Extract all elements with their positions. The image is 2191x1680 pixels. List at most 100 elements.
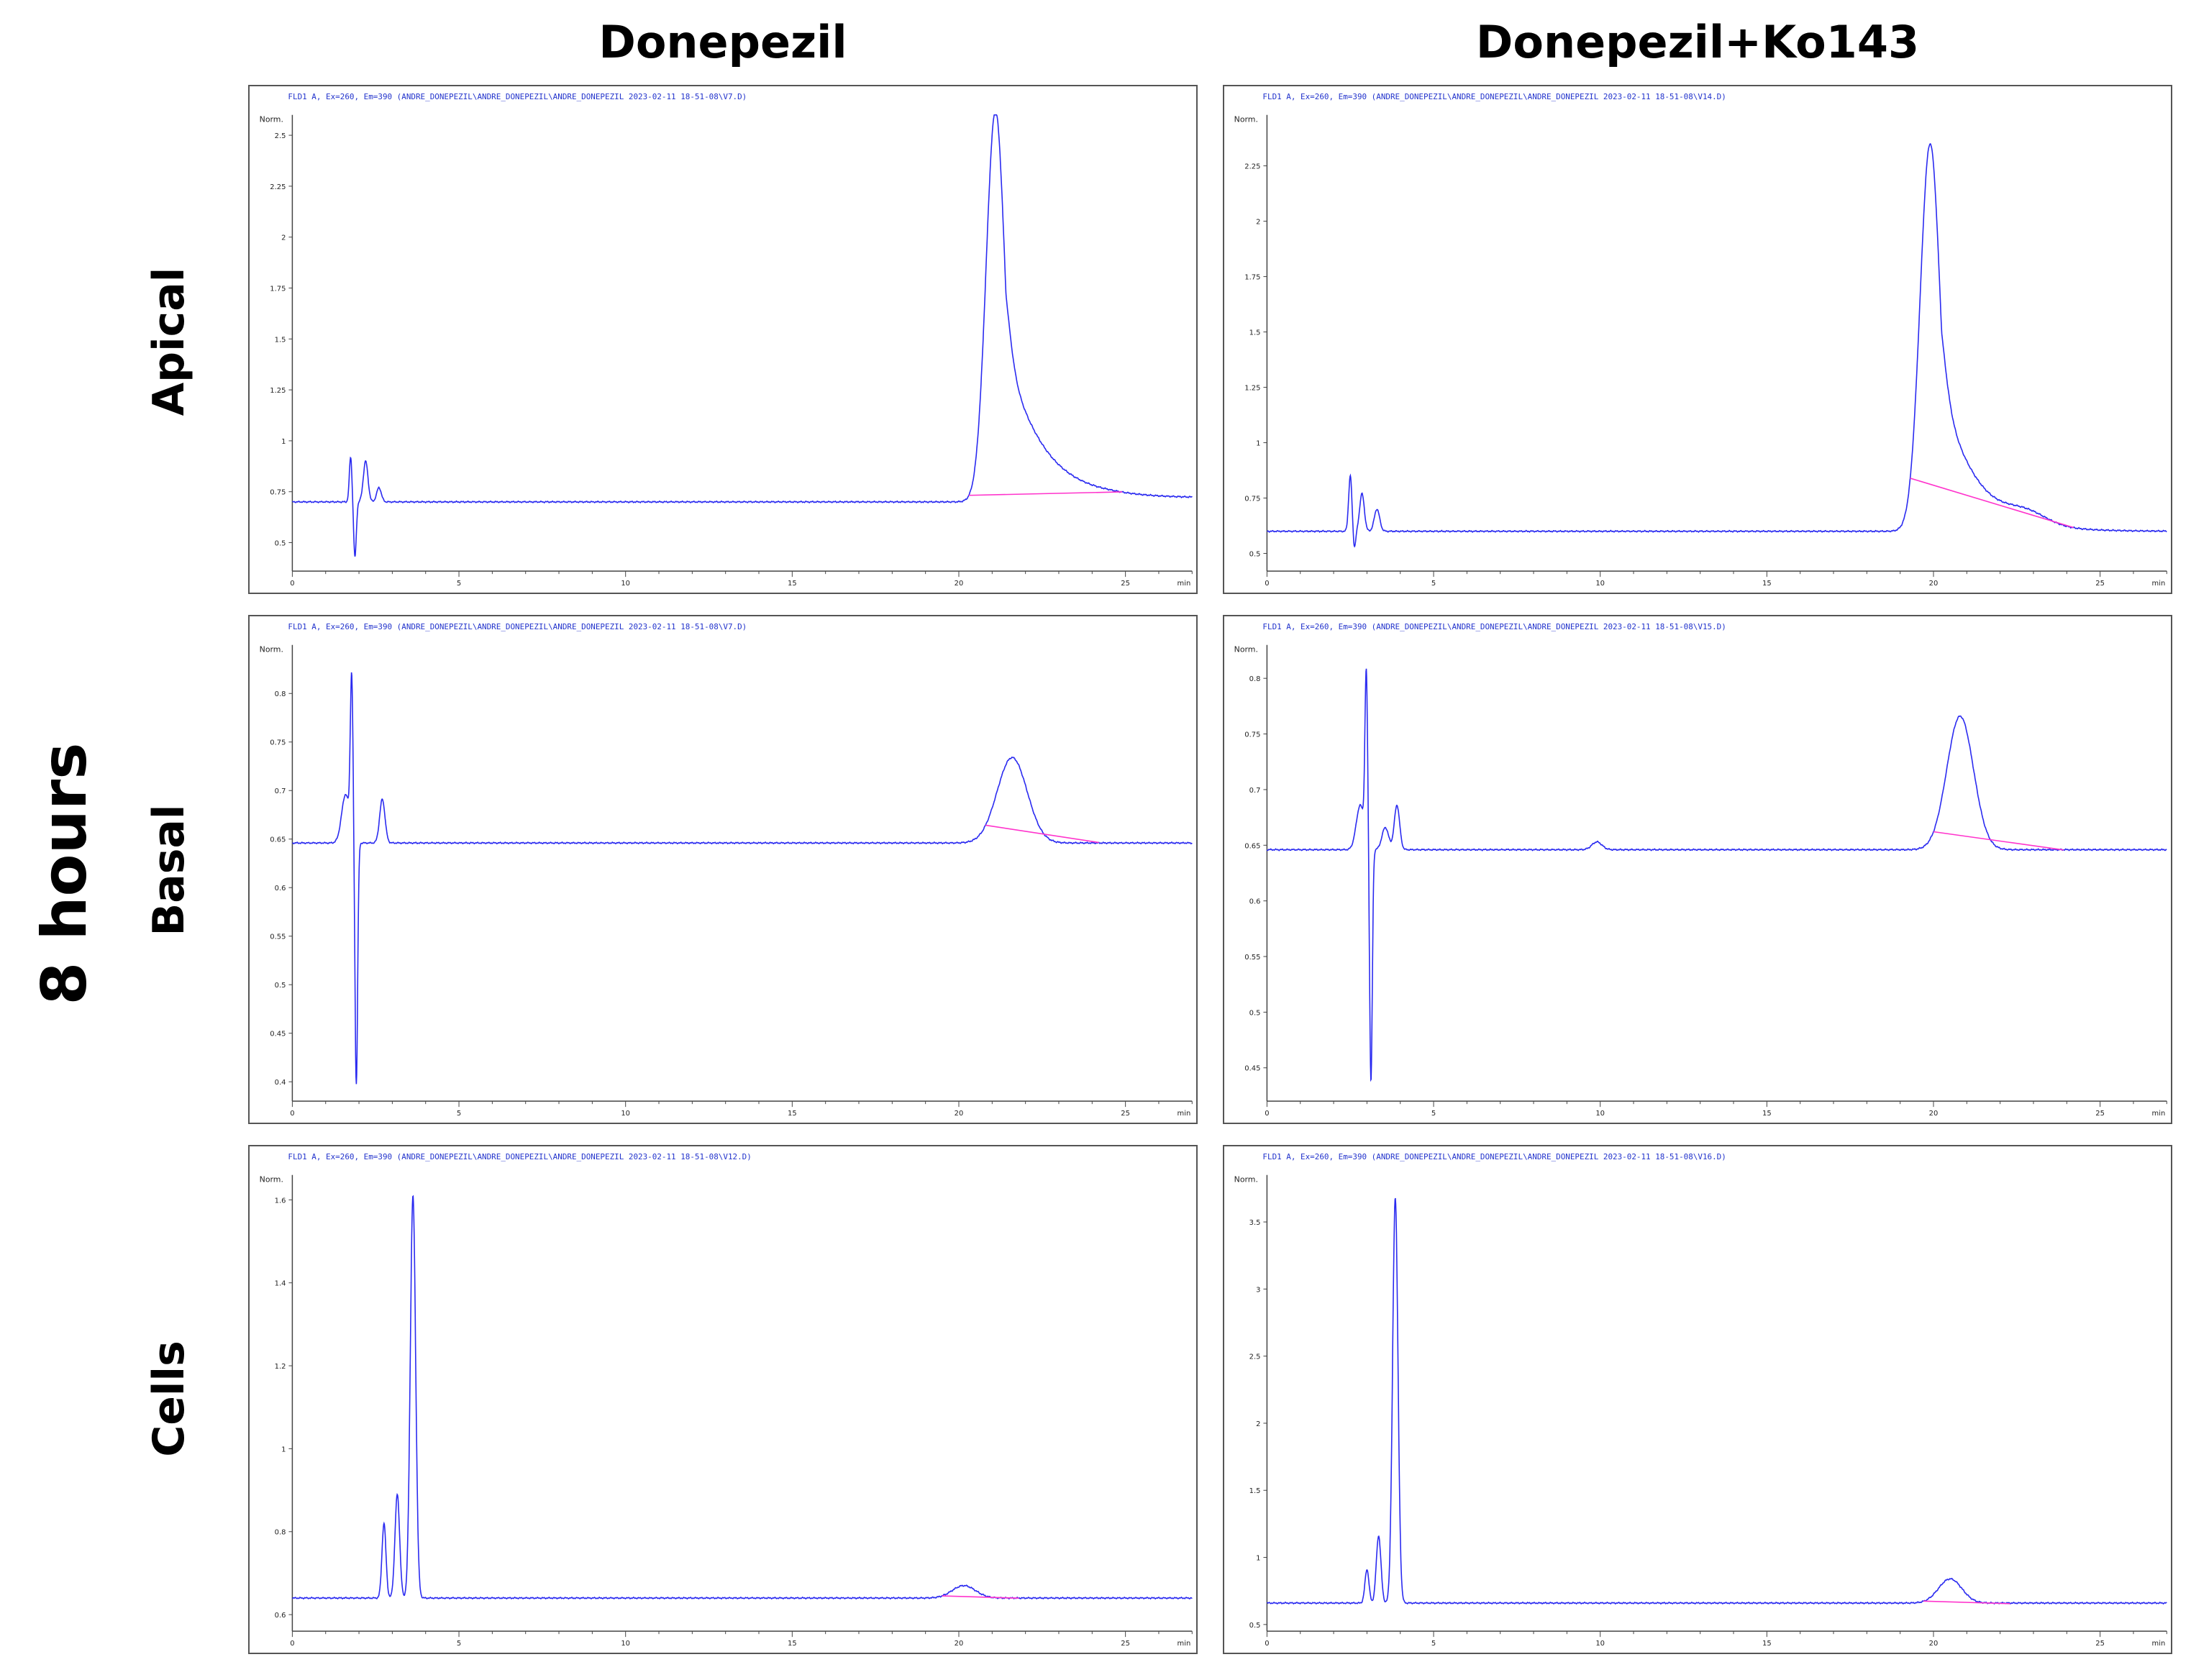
y-tick-label: 0.5 (1249, 551, 1261, 559)
x-tick-label: 25 (1121, 1110, 1130, 1118)
y-tick-label: 1 (281, 1446, 286, 1453)
chromatogram-svg: FLD1 A, Ex=260, Em=390 (ANDRE_DONEPEZIL\… (260, 1152, 1193, 1648)
y-tick-label: 0.45 (270, 1031, 286, 1038)
row-label-apical: Apical (144, 267, 194, 416)
y-tick-label: 2 (1256, 219, 1260, 227)
y-tick-label: 0.6 (275, 1612, 286, 1620)
chromatogram-trace (1266, 1197, 2167, 1605)
x-tick-label: 25 (2095, 1640, 2105, 1648)
y-tick-label: 0.5 (1249, 1009, 1261, 1017)
column-title-donepezil-ko143: Donepezil+Ko143 (1475, 16, 1920, 68)
x-tick-label: 25 (2095, 580, 2105, 588)
y-tick-label: 3.5 (1249, 1219, 1261, 1227)
integration-baseline (1923, 1600, 2010, 1604)
x-tick-label: 25 (1121, 580, 1130, 588)
y-tick-label: 0.5 (275, 539, 286, 547)
chromatogram-svg: FLD1 A, Ex=260, Em=390 (ANDRE_DONEPEZIL\… (260, 622, 1193, 1118)
x-tick-label: 5 (457, 1110, 461, 1118)
chromatogram-panel-donepezil-cells: FLD1 A, Ex=260, Em=390 (ANDRE_DONEPEZIL\… (248, 1145, 1198, 1654)
y-tick-label: 2.5 (275, 132, 286, 140)
x-tick-label: 10 (621, 1640, 630, 1648)
y-tick-label: 1.4 (275, 1280, 286, 1288)
y-tick-label: 1.5 (1249, 1487, 1261, 1495)
panel-header-text: FLD1 A, Ex=260, Em=390 (ANDRE_DONEPEZIL\… (1262, 1152, 1726, 1161)
y-tick-label: 0.8 (1249, 675, 1261, 683)
chromatogram-trace (291, 114, 1193, 557)
y-tick-label: 1.6 (275, 1197, 286, 1205)
y-tick-label: 0.7 (1249, 787, 1261, 795)
y-tick-label: 3 (1256, 1286, 1260, 1294)
y-tick-label: 1 (281, 438, 286, 446)
panel-header-text: FLD1 A, Ex=260, Em=390 (ANDRE_DONEPEZIL\… (1262, 622, 1726, 631)
y-tick-label: 2.25 (1244, 163, 1260, 171)
row-label-cells: Cells (144, 1341, 194, 1457)
chromatogram-panel-ko143-basal: FLD1 A, Ex=260, Em=390 (ANDRE_DONEPEZIL\… (1223, 615, 2172, 1124)
y-tick-label: 0.55 (270, 933, 286, 941)
y-tick-label: 1.25 (270, 387, 286, 395)
row-label-basal: Basal (144, 804, 194, 936)
panel-header-text: FLD1 A, Ex=260, Em=390 (ANDRE_DONEPEZIL\… (288, 92, 747, 101)
x-tick-label: 5 (1431, 1640, 1436, 1648)
y-tick-label: 0.5 (1249, 1622, 1261, 1630)
x-tick-label: 15 (1762, 1110, 1772, 1118)
x-tick-label: 0 (290, 580, 294, 588)
y-unit-label: Norm. (260, 645, 283, 654)
y-tick-label: 0.65 (270, 836, 286, 844)
y-tick-label: 2 (1256, 1420, 1260, 1428)
x-tick-label: 0 (1265, 1640, 1269, 1648)
x-tick-label: 15 (788, 580, 797, 588)
chromatogram-panel-ko143-cells: FLD1 A, Ex=260, Em=390 (ANDRE_DONEPEZIL\… (1223, 1145, 2172, 1654)
y-tick-label: 1.5 (275, 336, 286, 344)
chromatogram-svg: FLD1 A, Ex=260, Em=390 (ANDRE_DONEPEZIL\… (1234, 1152, 2167, 1648)
x-tick-label: 20 (955, 1110, 964, 1118)
y-tick-label: 0.75 (270, 489, 286, 497)
chromatogram-svg: FLD1 A, Ex=260, Em=390 (ANDRE_DONEPEZIL\… (1234, 92, 2167, 588)
x-tick-label: 5 (1431, 1110, 1436, 1118)
x-unit-label: min (2152, 1110, 2166, 1118)
x-tick-label: 5 (457, 1640, 461, 1648)
y-tick-label: 0.45 (1244, 1065, 1260, 1073)
chromatogram-trace (291, 1195, 1193, 1600)
x-tick-label: 15 (1762, 1640, 1772, 1648)
y-tick-label: 0.8 (275, 690, 286, 698)
chromatogram-panel-ko143-apical: FLD1 A, Ex=260, Em=390 (ANDRE_DONEPEZIL\… (1223, 85, 2172, 594)
y-tick-label: 0.6 (1249, 898, 1261, 906)
chromatogram-panel-donepezil-basal: FLD1 A, Ex=260, Em=390 (ANDRE_DONEPEZIL\… (248, 615, 1198, 1124)
panel-header-text: FLD1 A, Ex=260, Em=390 (ANDRE_DONEPEZIL\… (1262, 92, 1726, 101)
x-tick-label: 10 (1595, 580, 1605, 588)
chromatogram-trace (1266, 668, 2167, 1082)
x-tick-label: 20 (955, 580, 964, 588)
x-tick-label: 20 (955, 1640, 964, 1648)
x-unit-label: min (1178, 1110, 1191, 1118)
y-tick-label: 2 (281, 234, 286, 242)
x-tick-label: 20 (1929, 580, 1939, 588)
y-unit-label: Norm. (1234, 645, 1258, 654)
x-tick-label: 5 (457, 580, 461, 588)
integration-baseline (968, 491, 1123, 496)
y-tick-label: 0.4 (275, 1079, 286, 1087)
y-tick-label: 1.75 (270, 285, 286, 293)
x-tick-label: 25 (2095, 1110, 2105, 1118)
y-tick-label: 0.6 (275, 885, 286, 892)
y-unit-label: Norm. (1234, 1175, 1258, 1184)
y-tick-label: 0.75 (270, 739, 286, 747)
x-unit-label: min (1178, 1640, 1191, 1648)
chromatogram-panel-donepezil-apical: FLD1 A, Ex=260, Em=390 (ANDRE_DONEPEZIL\… (248, 85, 1198, 594)
panel-header-text: FLD1 A, Ex=260, Em=390 (ANDRE_DONEPEZIL\… (288, 1152, 751, 1161)
integration-baseline (985, 824, 1099, 844)
y-tick-label: 0.75 (1244, 731, 1260, 739)
y-tick-label: 1 (1256, 1555, 1260, 1563)
chromatogram-svg: FLD1 A, Ex=260, Em=390 (ANDRE_DONEPEZIL\… (1234, 622, 2167, 1118)
x-tick-label: 5 (1431, 580, 1436, 588)
x-tick-label: 10 (1595, 1640, 1605, 1648)
x-tick-label: 10 (621, 580, 630, 588)
x-tick-label: 20 (1929, 1640, 1939, 1648)
x-unit-label: min (2152, 1640, 2166, 1648)
x-tick-label: 0 (290, 1640, 294, 1648)
column-title-donepezil: Donepezil (598, 16, 847, 68)
x-tick-label: 0 (1265, 580, 1269, 588)
integration-baseline (942, 1595, 1019, 1599)
y-tick-label: 2.25 (270, 183, 286, 191)
y-tick-label: 1 (1256, 440, 1260, 448)
y-unit-label: Norm. (1234, 115, 1258, 124)
